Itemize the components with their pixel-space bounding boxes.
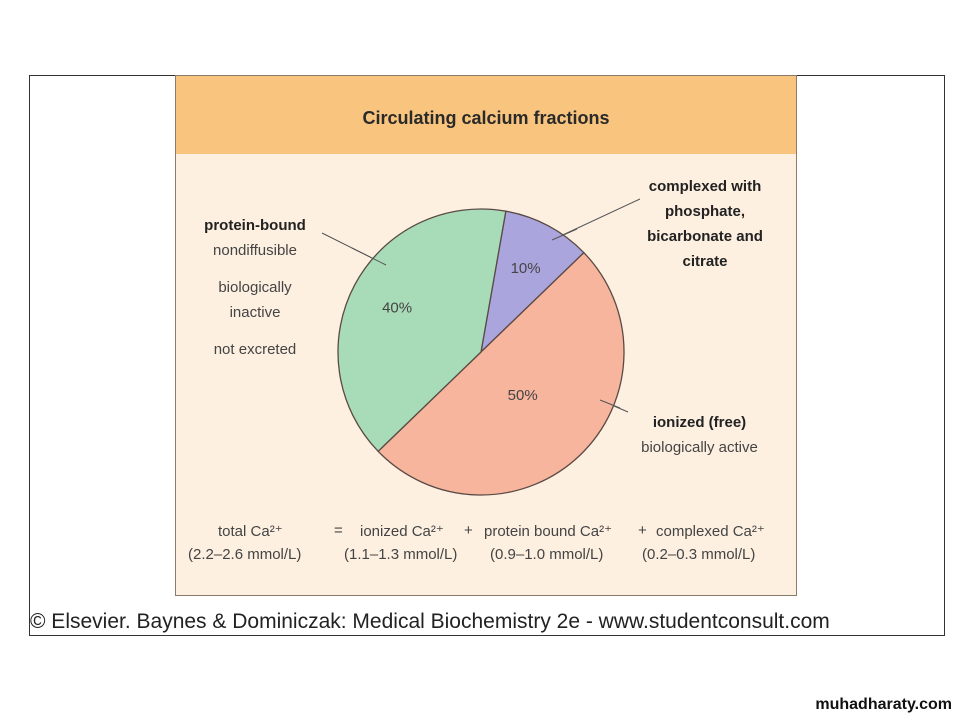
figure-credit: © Elsevier. Baynes & Dominiczak: Medical… <box>30 610 830 633</box>
ionized-annotation: ionized (free) biologically active <box>622 410 777 460</box>
slice-label: 50% <box>508 387 538 404</box>
chart-title: Circulating calcium fractions <box>362 108 610 128</box>
pie-slice <box>337 208 507 453</box>
annotation-line: bicarbonate and <box>647 228 763 245</box>
leader-line-protein-tail <box>351 247 387 266</box>
eq-protein: protein bound Ca²⁺ <box>484 523 612 540</box>
annotation-head: ionized (free) <box>652 414 747 431</box>
slice-label: 40% <box>382 299 412 316</box>
annotation-line: phosphate, <box>664 203 745 220</box>
annotation-line: citrate <box>682 253 728 270</box>
eq-plus: + <box>638 522 647 539</box>
annotation-line: inactive <box>229 304 281 321</box>
slice-label: 10% <box>511 260 541 277</box>
pie-slice <box>377 251 625 496</box>
eq-range-protein: (0.9–1.0 mmol/L) <box>490 546 604 563</box>
watermark: muhadharaty.com <box>815 696 952 713</box>
leader-line-complexed-tail <box>551 228 578 241</box>
annotation-line: not excreted <box>213 341 297 358</box>
complexed-annotation: complexed with phosphate, bicarbonate an… <box>630 174 780 274</box>
pie-slice <box>480 210 585 354</box>
figure-header: Circulating calcium fractions <box>176 76 796 154</box>
eq-total: total Ca²⁺ <box>218 523 283 540</box>
eq-ionized: ionized Ca²⁺ <box>360 523 444 540</box>
eq-range-total: (2.2–2.6 mmol/L) <box>188 546 302 563</box>
annotation-line: nondiffusible <box>213 242 297 259</box>
annotation-head: protein-bound <box>204 217 306 234</box>
protein-bound-annotation: protein-bound nondiffusible biologically… <box>185 213 325 362</box>
annotation-line: biologically active <box>641 439 758 456</box>
eq-range-complexed: (0.2–0.3 mmol/L) <box>642 546 756 563</box>
figure-panel: Circulating calcium fractions <box>175 75 797 596</box>
annotation-line: biologically <box>218 279 292 296</box>
eq-plus: + <box>464 522 473 539</box>
annotation-line: complexed with <box>648 178 762 195</box>
eq-range-ionized: (1.1–1.3 mmol/L) <box>344 546 458 563</box>
eq-complexed: complexed Ca²⁺ <box>656 523 765 540</box>
eq-equals: = <box>334 522 343 539</box>
leader-line-ionized-tail <box>599 399 621 409</box>
